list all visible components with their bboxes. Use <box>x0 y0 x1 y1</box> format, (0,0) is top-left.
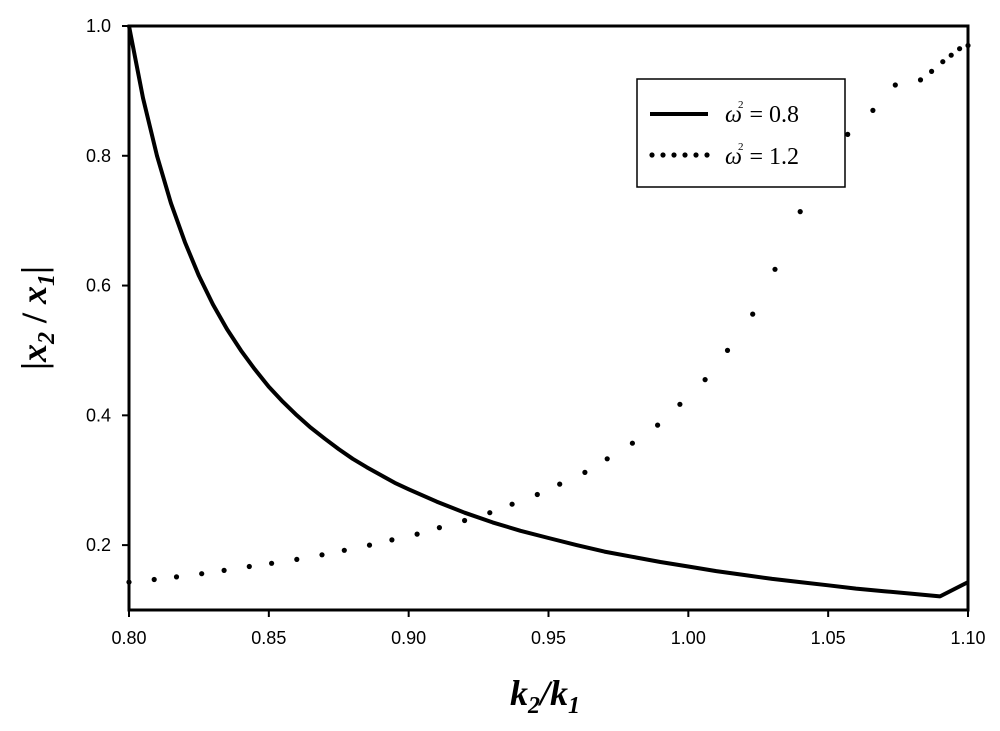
series-line-1 <box>127 25 969 599</box>
series-point <box>294 556 300 563</box>
series-layer <box>126 25 971 599</box>
legend-box <box>636 78 846 188</box>
legend-swatch-dotted <box>649 152 710 158</box>
legend-entry-2-symbol: ω <box>725 144 742 170</box>
x-tick-label: 0.80 <box>111 628 146 648</box>
series-point <box>366 542 373 548</box>
series-point <box>173 574 180 580</box>
series-point <box>199 571 205 577</box>
x-axis-label-sep: / <box>537 673 553 713</box>
x-axis-label-a: k <box>510 673 528 713</box>
series-point <box>940 59 946 65</box>
y-axis-label-b-sub: 1 <box>34 274 60 286</box>
series-point <box>677 401 683 407</box>
series-point <box>957 46 963 52</box>
legend-entry-1-sup: 2 <box>738 99 744 111</box>
y-tick-label: 0.4 <box>86 405 111 425</box>
series-point <box>151 576 157 583</box>
legend: ω2 = 0.8 ω2 = 1.2 <box>636 78 846 188</box>
series-point <box>892 82 898 88</box>
series-point <box>870 107 876 113</box>
series-point <box>797 209 803 215</box>
x-tick-label: 1.10 <box>950 628 985 648</box>
y-axis-label-open: | <box>14 362 54 370</box>
series-dots-2 <box>126 42 971 585</box>
y-axis-label-sep: / <box>14 304 54 332</box>
series-point <box>462 517 468 524</box>
y-tick-label: 1.0 <box>86 16 111 36</box>
y-tick-label: 0.8 <box>86 146 111 166</box>
series-point <box>389 537 395 543</box>
y-axis-label-a: x <box>14 344 54 363</box>
series-point <box>341 547 347 553</box>
y-axis-label-close: | <box>14 266 54 274</box>
legend-swatch-dot <box>671 152 677 158</box>
series-point <box>604 456 610 462</box>
x-axis-label: k2/k1 <box>510 673 580 719</box>
series-point <box>724 347 731 353</box>
series-point <box>845 131 851 137</box>
legend-entry-1-symbol: ω <box>725 102 742 128</box>
series-point <box>929 68 935 74</box>
legend-swatch-dot <box>660 152 666 158</box>
x-tick-label: 1.05 <box>811 628 846 648</box>
series-point <box>487 510 493 516</box>
x-tick-label: 0.85 <box>251 628 286 648</box>
y-axis-ticks: 0.2 0.4 0.6 0.8 1.0 <box>86 16 129 555</box>
x-axis-label-b: k <box>550 673 568 713</box>
series-point <box>629 440 636 446</box>
series-point <box>772 266 778 272</box>
legend-entry-2-sup: 2 <box>738 141 744 153</box>
series-point <box>534 491 540 498</box>
series-point <box>246 563 252 570</box>
legend-swatch-dot <box>693 152 699 158</box>
series-point <box>221 567 227 574</box>
series-point <box>126 579 132 585</box>
series-point <box>436 525 442 531</box>
x-tick-label: 0.90 <box>391 628 426 648</box>
series-point <box>269 560 275 566</box>
series-point <box>702 377 708 383</box>
series-point <box>414 531 420 537</box>
legend-swatch-dot <box>649 152 655 158</box>
y-axis-label: |x2 / x1| <box>14 266 60 370</box>
series-point <box>917 77 924 83</box>
legend-entry-2-rest: = 1.2 <box>743 144 799 170</box>
series-point <box>582 469 588 475</box>
legend-swatch-dot <box>704 152 710 158</box>
x-axis-ticks: 0.80 0.85 0.90 0.95 1.00 1.05 1.10 <box>111 610 986 648</box>
legend-entry-1-rest: = 0.8 <box>743 102 799 128</box>
series-point <box>965 42 971 49</box>
series-point <box>655 422 661 428</box>
x-tick-label: 1.00 <box>671 628 706 648</box>
series-point <box>750 311 756 317</box>
x-axis-label-a-sub: 2 <box>527 693 540 719</box>
x-axis-label-b-sub: 1 <box>568 693 580 719</box>
x-tick-label: 0.95 <box>531 628 566 648</box>
legend-entry-1: ω2 = 0.8 <box>725 99 799 128</box>
y-tick-label: 0.2 <box>86 535 111 555</box>
legend-entry-2: ω2 = 1.2 <box>725 141 799 170</box>
y-axis-label-b: x <box>14 286 54 305</box>
legend-swatch-dot <box>682 152 688 158</box>
y-axis-label-a-sub: 2 <box>34 332 60 345</box>
series-point <box>948 52 954 58</box>
series-point <box>557 481 563 487</box>
series-point <box>319 552 325 558</box>
series-point <box>509 501 515 507</box>
y-tick-label: 0.6 <box>86 276 111 296</box>
